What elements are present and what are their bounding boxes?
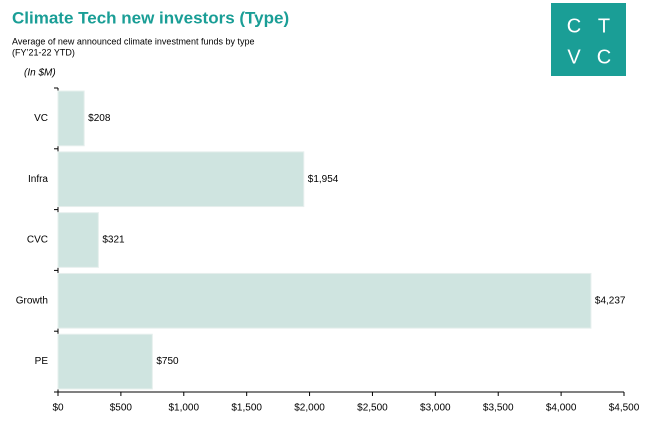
value-label: $208 [88,113,111,124]
value-label: $750 [156,356,179,367]
y-tick-label: VC [34,113,48,124]
logo-letter: V [567,46,581,68]
bar [57,90,85,147]
subtitle: Average of new announced climate investm… [12,36,254,46]
unit-note: (In $M) [24,68,56,79]
x-tick-label: $4,500 [609,403,640,414]
logo-letter: T [598,15,610,37]
x-tick-label: $2,000 [294,403,325,414]
subtitle: (FY’21-22 YTD) [12,47,75,57]
x-tick-label: $0 [52,403,64,414]
x-tick-label: $4,000 [546,403,577,414]
value-label: $4,237 [595,295,626,306]
x-tick-label: $500 [110,403,133,414]
bar [57,272,592,329]
x-tick-label: $3,500 [483,403,514,414]
x-tick-label: $3,000 [420,403,451,414]
logo: C T V C [551,3,626,76]
logo-letter: C [567,15,581,37]
y-tick-label: Growth [16,295,48,306]
y-tick-label: Infra [28,174,48,185]
logo-letter: C [597,46,611,68]
bar [57,212,99,268]
logo-box [551,3,626,76]
chart-title: Climate Tech new investors (Type) [12,8,289,27]
value-label: $321 [102,235,125,246]
bar [57,333,153,390]
x-tick-label: $2,500 [357,403,388,414]
x-tick-label: $1,000 [168,403,199,414]
bar [57,151,305,208]
value-label: $1,954 [308,174,339,185]
x-tick-label: $1,500 [231,403,262,414]
y-tick-label: PE [35,356,49,367]
y-tick-label: CVC [27,235,48,246]
